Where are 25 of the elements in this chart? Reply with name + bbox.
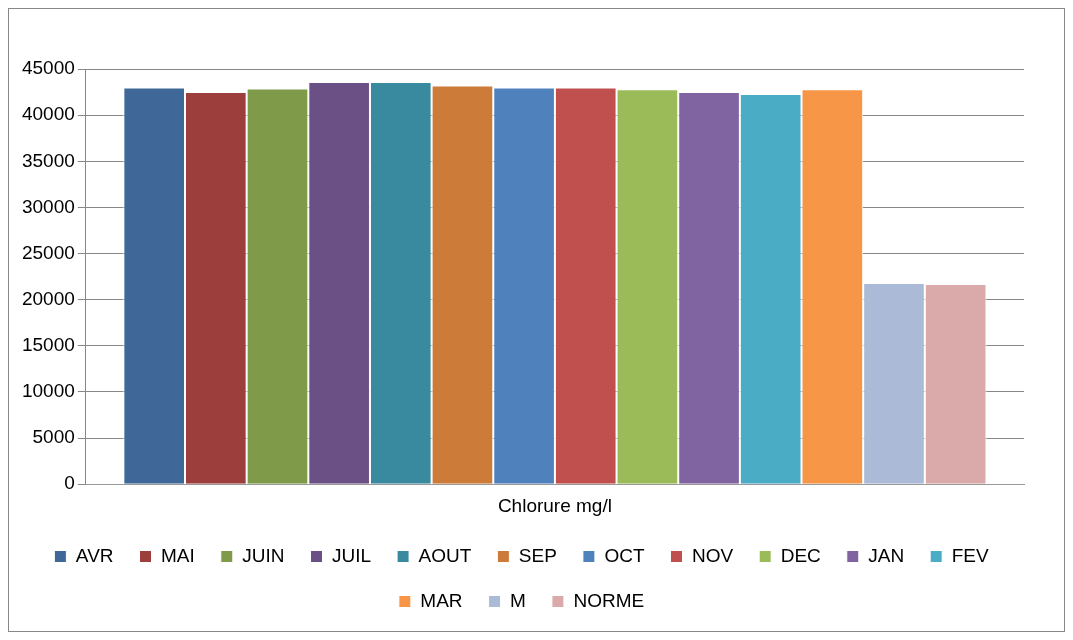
legend-label: AOUT — [418, 544, 472, 566]
legend-label: MAI — [161, 544, 195, 566]
legend-label: NORME — [573, 589, 645, 611]
legend-label: SEP — [518, 544, 557, 566]
y-tick-label: 0 — [64, 472, 75, 494]
legend-label: M — [510, 589, 526, 611]
y-tick-label: 35000 — [21, 149, 75, 171]
legend-label: FEV — [951, 544, 989, 566]
y-tick-label: 25000 — [21, 241, 75, 263]
y-tick-label: 10000 — [21, 380, 75, 402]
legend-label: AVR — [75, 544, 114, 566]
legend-label: JAN — [868, 544, 905, 566]
legend-label: JUIL — [332, 544, 372, 566]
legend-label: JUIN — [242, 544, 285, 566]
legend-label: OCT — [604, 544, 645, 566]
y-tick-label: 5000 — [32, 426, 75, 448]
y-tick-label: 40000 — [21, 103, 75, 125]
legend-label: DEC — [780, 544, 821, 566]
y-tick-label: 45000 — [21, 57, 75, 79]
legend-label: NOV — [692, 544, 734, 566]
y-tick-label: 30000 — [21, 195, 75, 217]
x-tick-label: Chlorure mg/l — [497, 494, 612, 516]
legend-label: MAR — [420, 589, 463, 611]
y-tick-label: 20000 — [21, 287, 75, 309]
y-tick-label: 15000 — [21, 334, 75, 356]
